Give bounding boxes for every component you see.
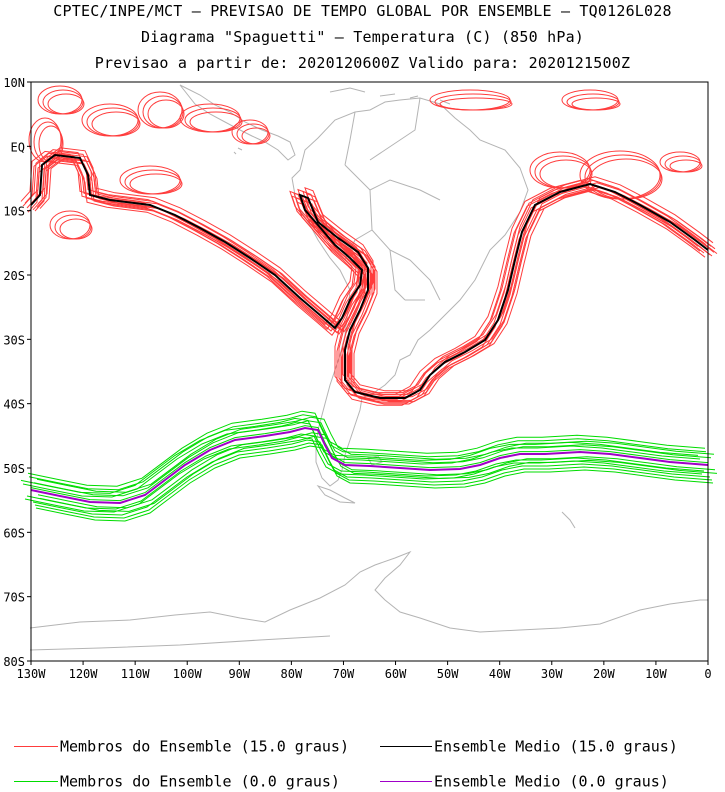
lon-tick-label: 30W	[541, 667, 563, 681]
tierra-del-fuego	[316, 485, 356, 504]
warm-member-line	[34, 160, 713, 405]
cold-member-line	[22, 421, 701, 498]
lon-tick-label: 80W	[281, 667, 303, 681]
lat-tick-label: 40S	[3, 398, 25, 412]
title-line-3: Previsao a partir de: 2020120600Z Valido…	[94, 54, 631, 72]
warm-member-contour	[147, 99, 185, 129]
lon-tick-label: 90W	[228, 667, 250, 681]
warm-member-contour	[142, 95, 184, 129]
warm-member-contour	[566, 93, 620, 111]
legend-warm-mean-label: Ensemble Medio (15.0 graus)	[434, 737, 678, 756]
warm-member-contour	[42, 89, 84, 115]
legend-warm-members: Membros do Ensemble (15.0 graus)	[14, 737, 349, 756]
warm-member-contour	[439, 97, 513, 111]
lon-tick-label: 130W	[17, 667, 47, 681]
antarctica-coastline	[29, 550, 708, 651]
cold-mean-line	[30, 426, 709, 505]
legend-cold-members: Membros do Ensemble (0.0 graus)	[14, 772, 340, 791]
latitude-axis: 10N EQ 10S 20S 30S 40S 50S 60S 70S 80S	[3, 76, 31, 669]
warm-member-contour	[669, 159, 703, 173]
warm-member-contour	[47, 93, 85, 115]
cold-member-line	[28, 414, 707, 491]
lon-tick-label: 50W	[437, 667, 459, 681]
cold-member-line	[27, 410, 706, 487]
warm-mean-line	[30, 153, 709, 399]
warm-member-contour	[91, 111, 141, 137]
warm-member-contour	[236, 123, 270, 145]
country-borders	[344, 97, 441, 301]
legend-warm-members-label: Membros do Ensemble (15.0 graus)	[60, 737, 349, 756]
lon-tick-label: 0	[704, 667, 711, 681]
title-line-2: Diagrama "Spaguetti" — Temperatura (C) (…	[140, 28, 585, 46]
warm-member-contour	[241, 127, 271, 145]
lat-tick-label: 80S	[3, 655, 25, 669]
warm-member-line	[39, 158, 718, 403]
lon-tick-label: 60W	[385, 667, 407, 681]
warm-member-line	[27, 161, 706, 406]
lat-tick-label: 10S	[3, 205, 25, 219]
lon-tick-label: 10W	[645, 667, 667, 681]
legend-cold-mean: Ensemble Medio (0.0 graus)	[380, 772, 669, 791]
lon-tick-label: 120W	[69, 667, 99, 681]
warm-member-contour	[539, 159, 593, 189]
warm-member-contour	[129, 173, 183, 195]
cold-member-line	[33, 420, 712, 497]
legend-cold-mean-swatch	[380, 781, 432, 782]
cold-member-line	[39, 435, 718, 512]
map-frame	[30, 81, 709, 662]
legend-cold-members-swatch	[14, 781, 58, 782]
warm-member-contour	[38, 125, 64, 163]
lon-tick-label: 110W	[121, 667, 151, 681]
warm-member-contour	[534, 155, 592, 189]
cold-member-line	[34, 442, 713, 519]
legend-warm-mean: Ensemble Medio (15.0 graus)	[380, 737, 678, 756]
title-line-1: CPTEC/INPE/MCT — PREVISAO DE TEMPO GLOBA…	[53, 2, 672, 20]
cold-member-line	[30, 425, 709, 502]
south-georgia	[561, 511, 576, 529]
legend-warm-members-swatch	[14, 746, 58, 747]
lat-tick-label: 30S	[3, 333, 25, 347]
legend-warm-mean-swatch	[380, 746, 432, 747]
lat-tick-label: 50S	[3, 462, 25, 476]
lat-tick-label: 20S	[3, 269, 25, 283]
warm-member-contour	[137, 91, 183, 129]
warm-member-lines	[20, 85, 718, 406]
legend-cold-members-label: Membros do Ensemble (0.0 graus)	[60, 772, 340, 791]
continent-outlines	[29, 84, 708, 651]
legend-cold-mean-label: Ensemble Medio (0.0 graus)	[434, 772, 669, 791]
lon-tick-label: 100W	[173, 667, 203, 681]
lon-tick-label: 20W	[593, 667, 615, 681]
warm-member-contour	[59, 218, 93, 240]
falkland-islands	[367, 455, 383, 466]
warm-member-contour	[561, 89, 619, 111]
cold-member-lines	[20, 410, 718, 522]
central-america-coastline	[179, 84, 296, 161]
longitude-axis: 130W 120W 110W 100W 90W 80W 70W 60W 50W 40W 30W 20W…	[17, 661, 712, 681]
warm-member-contour	[189, 111, 243, 133]
caribbean-islands	[329, 87, 451, 105]
cold-member-line	[26, 433, 705, 510]
galapagos-islands	[233, 147, 243, 155]
lon-tick-label: 70W	[333, 667, 355, 681]
warm-member-line	[37, 153, 716, 398]
lat-tick-label: 70S	[3, 591, 25, 605]
lat-tick-label: EQ	[11, 140, 25, 154]
cold-member-line	[35, 445, 714, 522]
warm-member-line	[35, 147, 714, 392]
warm-member-contour	[81, 103, 139, 137]
warm-member-contour	[571, 97, 621, 111]
lat-tick-label: 10N	[3, 76, 25, 90]
cold-member-line	[20, 417, 699, 494]
lat-tick-label: 60S	[3, 526, 25, 540]
lon-tick-label: 40W	[489, 667, 511, 681]
south-america-coastline	[291, 97, 529, 487]
spaghetti-map: 10N EQ 10S 20S 30S 40S 50S 60S 70S 80S 130W 120W 11…	[3, 76, 718, 681]
